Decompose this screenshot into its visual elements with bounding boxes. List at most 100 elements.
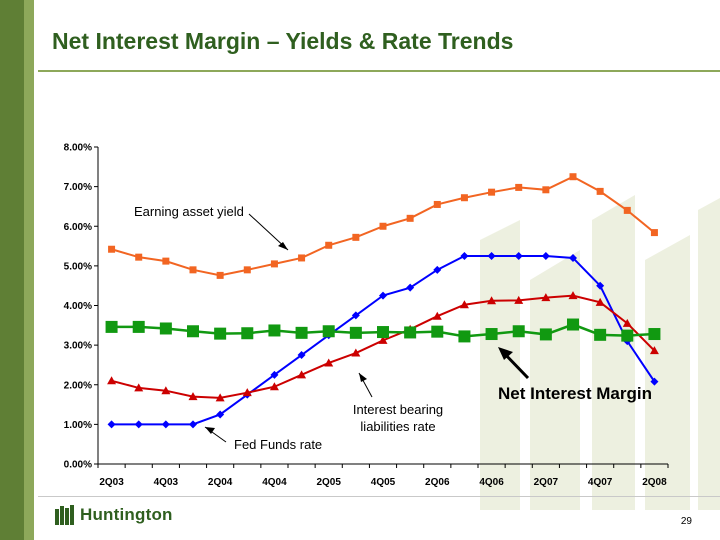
page-number: 29 [680, 516, 692, 527]
chart-annotations: Earning asset yield Fed Funds rate Inter… [134, 204, 652, 452]
data-point-fed-funds-rate [406, 283, 415, 292]
data-point-earning-asset-yield [189, 266, 197, 274]
data-point-net-interest-margin [105, 320, 118, 333]
data-point-net-interest-margin [458, 330, 471, 343]
data-point-interest-bearing-liabilities-rate [622, 318, 632, 327]
data-point-interest-bearing-liabilities-rate [134, 383, 144, 392]
left-accent-band [0, 0, 24, 540]
data-point-earning-asset-yield [135, 253, 143, 261]
data-point-interest-bearing-liabilities-rate [568, 291, 578, 300]
series-net-interest-margin [105, 318, 661, 343]
annotation-earning-asset-yield: Earning asset yield [134, 204, 244, 219]
data-point-fed-funds-rate [297, 351, 306, 360]
data-point-earning-asset-yield [108, 245, 116, 253]
y-tick-label: 8.00% [64, 143, 92, 154]
slide-title: Net Interest Margin – Yields & Rate Tren… [52, 28, 514, 54]
data-point-interest-bearing-liabilities-rate [188, 392, 198, 401]
data-point-interest-bearing-liabilities-rate [297, 370, 307, 379]
data-point-net-interest-margin [159, 322, 172, 335]
data-point-earning-asset-yield [433, 200, 441, 208]
annotation-liabilities-rate-line1: Interest bearing [353, 402, 443, 417]
y-tick-label: 7.00% [64, 182, 92, 193]
y-tick-label: 1.00% [64, 420, 92, 431]
data-point-interest-bearing-liabilities-rate [595, 297, 605, 306]
chart-series [105, 173, 661, 429]
x-tick-label: 2Q04 [208, 477, 233, 488]
data-point-interest-bearing-liabilities-rate [378, 335, 388, 344]
x-tick-label: 2Q08 [642, 477, 667, 488]
y-tick-label: 4.00% [64, 301, 92, 312]
data-point-fed-funds-rate [351, 311, 360, 320]
logo-icon [55, 505, 74, 525]
data-point-earning-asset-yield [623, 206, 631, 214]
data-point-earning-asset-yield [243, 266, 251, 274]
data-point-net-interest-margin [404, 326, 417, 339]
data-point-net-interest-margin [377, 326, 389, 339]
chart-axes: 0.00% 1.00% 2.00% 3.00% 4.00% 5.00% 6.00% 7.00%… [64, 143, 669, 488]
data-point-earning-asset-yield [596, 187, 604, 195]
data-point-interest-bearing-liabilities-rate [514, 295, 524, 304]
data-point-earning-asset-yield [542, 186, 550, 194]
data-point-interest-bearing-liabilities-rate [487, 296, 497, 305]
title-divider [38, 70, 720, 72]
logo-wordmark: Huntington [80, 505, 173, 524]
arrowhead-liabilities-rate [359, 373, 367, 382]
arrowhead-earning-asset-yield [278, 242, 288, 250]
data-point-interest-bearing-liabilities-rate [215, 393, 225, 402]
data-point-fed-funds-rate [650, 377, 659, 386]
data-point-net-interest-margin [594, 328, 607, 341]
series-line-interest-bearing-liabilities-rate [111, 294, 656, 399]
data-point-interest-bearing-liabilities-rate [107, 376, 117, 385]
data-point-earning-asset-yield [325, 241, 333, 249]
data-point-net-interest-margin [241, 327, 254, 340]
data-point-fed-funds-rate [514, 251, 523, 260]
data-point-net-interest-margin [648, 328, 661, 341]
data-point-earning-asset-yield [379, 222, 387, 230]
data-point-fed-funds-rate [134, 420, 143, 429]
data-point-fed-funds-rate [433, 265, 442, 274]
data-point-interest-bearing-liabilities-rate [459, 300, 469, 309]
data-point-fed-funds-rate [596, 281, 605, 290]
data-point-fed-funds-rate [460, 251, 469, 260]
data-point-fed-funds-rate [216, 410, 225, 419]
data-point-net-interest-margin [512, 325, 525, 338]
y-tick-label: 2.00% [64, 380, 92, 391]
x-tick-label: 4Q07 [588, 477, 613, 488]
y-tick-label: 5.00% [64, 261, 92, 272]
data-point-fed-funds-rate [107, 420, 116, 429]
data-point-net-interest-margin [431, 325, 444, 338]
data-point-fed-funds-rate [487, 251, 496, 260]
data-point-fed-funds-rate [270, 370, 279, 379]
data-point-earning-asset-yield [488, 188, 496, 196]
data-point-earning-asset-yield [216, 271, 224, 279]
data-point-net-interest-margin [295, 326, 308, 339]
data-point-net-interest-margin [539, 328, 552, 341]
data-point-net-interest-margin [322, 325, 335, 338]
data-point-earning-asset-yield [352, 233, 360, 241]
data-point-interest-bearing-liabilities-rate [432, 311, 442, 320]
data-point-net-interest-margin [187, 325, 199, 338]
series-fed-funds-rate [107, 251, 659, 429]
data-point-earning-asset-yield [569, 173, 577, 181]
arrowhead-net-interest-margin [498, 347, 513, 360]
data-point-net-interest-margin [567, 318, 579, 331]
series-earning-asset-yield [108, 173, 658, 279]
x-tick-label: 4Q05 [371, 477, 396, 488]
data-point-net-interest-margin [485, 328, 498, 341]
x-tick-label: 2Q07 [534, 477, 559, 488]
data-point-net-interest-margin [132, 320, 145, 333]
annotation-fed-funds-rate: Fed Funds rate [234, 437, 322, 452]
x-tick-label: 2Q03 [99, 477, 124, 488]
data-point-net-interest-margin [214, 327, 227, 340]
data-point-earning-asset-yield [515, 183, 523, 191]
data-point-net-interest-margin [268, 324, 281, 337]
y-tick-label: 3.00% [64, 341, 92, 352]
data-point-net-interest-margin [621, 329, 634, 342]
x-tick-label: 4Q03 [154, 477, 179, 488]
data-point-fed-funds-rate [541, 251, 550, 260]
data-point-interest-bearing-liabilities-rate [351, 348, 361, 357]
x-tick-label: 2Q06 [425, 477, 450, 488]
data-point-earning-asset-yield [650, 229, 658, 237]
logo-watermark [480, 195, 720, 510]
